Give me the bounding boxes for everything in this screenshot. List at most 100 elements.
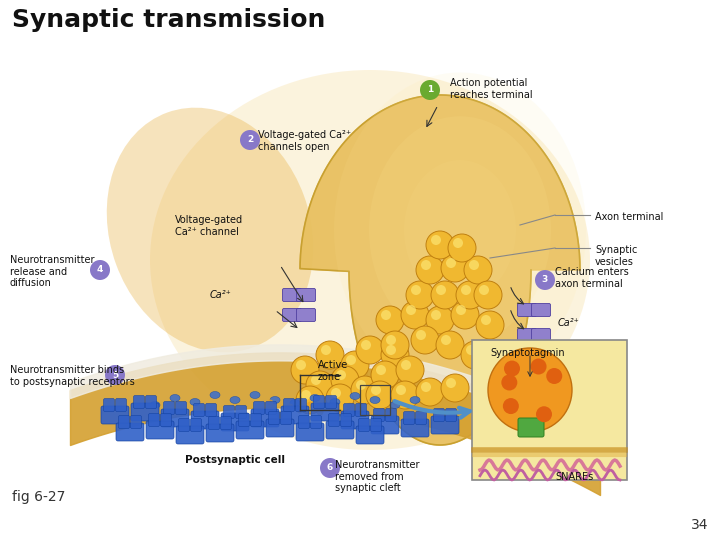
- Circle shape: [479, 285, 489, 295]
- Circle shape: [416, 378, 444, 406]
- Circle shape: [311, 375, 321, 385]
- Circle shape: [316, 341, 344, 369]
- Text: Postsynaptic cell: Postsynaptic cell: [185, 455, 285, 465]
- Circle shape: [441, 335, 451, 345]
- FancyBboxPatch shape: [235, 406, 246, 419]
- Circle shape: [401, 360, 411, 370]
- FancyBboxPatch shape: [104, 399, 114, 411]
- Circle shape: [276, 411, 284, 418]
- Ellipse shape: [150, 70, 590, 450]
- FancyBboxPatch shape: [326, 421, 354, 439]
- Circle shape: [531, 359, 546, 375]
- Circle shape: [431, 281, 459, 309]
- FancyBboxPatch shape: [179, 418, 189, 431]
- Text: Calcium enters
axon terminal: Calcium enters axon terminal: [555, 267, 629, 288]
- Circle shape: [346, 402, 354, 409]
- FancyBboxPatch shape: [299, 415, 310, 429]
- FancyBboxPatch shape: [282, 288, 302, 301]
- Circle shape: [431, 235, 441, 245]
- Circle shape: [401, 301, 429, 329]
- Ellipse shape: [370, 396, 380, 403]
- FancyBboxPatch shape: [531, 303, 551, 316]
- FancyBboxPatch shape: [145, 395, 156, 408]
- Circle shape: [90, 260, 110, 280]
- FancyBboxPatch shape: [148, 414, 160, 427]
- FancyBboxPatch shape: [238, 414, 250, 427]
- Circle shape: [301, 390, 311, 400]
- Circle shape: [448, 234, 476, 262]
- Text: Neurotransmitter binds
to postsynaptic receptors: Neurotransmitter binds to postsynaptic r…: [10, 365, 135, 387]
- Circle shape: [535, 270, 555, 290]
- Circle shape: [336, 370, 346, 380]
- Circle shape: [420, 80, 440, 100]
- FancyBboxPatch shape: [295, 399, 307, 411]
- FancyBboxPatch shape: [205, 403, 217, 416]
- Circle shape: [291, 356, 319, 384]
- FancyBboxPatch shape: [518, 328, 536, 341]
- FancyBboxPatch shape: [251, 414, 261, 427]
- Circle shape: [356, 380, 366, 390]
- Circle shape: [474, 281, 502, 309]
- FancyBboxPatch shape: [371, 416, 399, 434]
- Text: Neurotransmitter
release and
diffusion: Neurotransmitter release and diffusion: [10, 255, 94, 288]
- FancyBboxPatch shape: [310, 415, 322, 429]
- Circle shape: [326, 384, 354, 412]
- Circle shape: [461, 341, 489, 369]
- FancyBboxPatch shape: [101, 406, 129, 424]
- Circle shape: [426, 306, 454, 334]
- FancyBboxPatch shape: [313, 395, 325, 408]
- Circle shape: [240, 130, 260, 150]
- Circle shape: [536, 406, 552, 422]
- Ellipse shape: [404, 160, 516, 300]
- Circle shape: [411, 326, 439, 354]
- Circle shape: [488, 348, 572, 432]
- Text: Synaptic
vesicles: Synaptic vesicles: [595, 245, 637, 267]
- FancyBboxPatch shape: [133, 395, 145, 408]
- Text: Neurotransmitter
removed from
synaptic cleft: Neurotransmitter removed from synaptic c…: [335, 460, 420, 493]
- Circle shape: [386, 345, 396, 355]
- Circle shape: [371, 385, 381, 395]
- Circle shape: [396, 356, 424, 384]
- Ellipse shape: [330, 399, 340, 406]
- Circle shape: [371, 361, 399, 389]
- FancyBboxPatch shape: [130, 415, 142, 429]
- FancyBboxPatch shape: [253, 402, 264, 415]
- FancyBboxPatch shape: [433, 408, 444, 422]
- Circle shape: [307, 402, 313, 408]
- Text: 6: 6: [327, 463, 333, 472]
- Circle shape: [416, 330, 426, 340]
- FancyBboxPatch shape: [115, 399, 127, 411]
- FancyBboxPatch shape: [284, 399, 294, 411]
- Circle shape: [356, 336, 384, 364]
- Ellipse shape: [270, 396, 280, 403]
- Ellipse shape: [290, 400, 300, 407]
- Circle shape: [391, 381, 419, 409]
- Ellipse shape: [230, 396, 240, 403]
- Text: Active
zone: Active zone: [318, 360, 348, 382]
- FancyBboxPatch shape: [161, 409, 189, 427]
- Circle shape: [456, 281, 484, 309]
- Ellipse shape: [410, 396, 420, 403]
- Circle shape: [436, 331, 464, 359]
- Circle shape: [386, 335, 396, 345]
- FancyBboxPatch shape: [223, 406, 235, 419]
- Circle shape: [346, 355, 356, 365]
- FancyBboxPatch shape: [236, 421, 264, 439]
- Circle shape: [461, 285, 471, 295]
- Circle shape: [296, 386, 324, 414]
- FancyBboxPatch shape: [325, 395, 336, 408]
- FancyBboxPatch shape: [297, 288, 315, 301]
- Circle shape: [376, 365, 386, 375]
- FancyBboxPatch shape: [119, 415, 130, 429]
- Circle shape: [464, 256, 492, 284]
- Ellipse shape: [350, 393, 360, 400]
- FancyBboxPatch shape: [518, 303, 536, 316]
- Circle shape: [381, 331, 409, 359]
- Text: 3: 3: [542, 275, 548, 285]
- Circle shape: [320, 458, 340, 478]
- Circle shape: [341, 351, 369, 379]
- Circle shape: [296, 360, 306, 370]
- Text: Voltage-gated Ca²⁺
channels open: Voltage-gated Ca²⁺ channels open: [258, 130, 351, 152]
- Ellipse shape: [107, 107, 313, 352]
- FancyBboxPatch shape: [191, 418, 202, 431]
